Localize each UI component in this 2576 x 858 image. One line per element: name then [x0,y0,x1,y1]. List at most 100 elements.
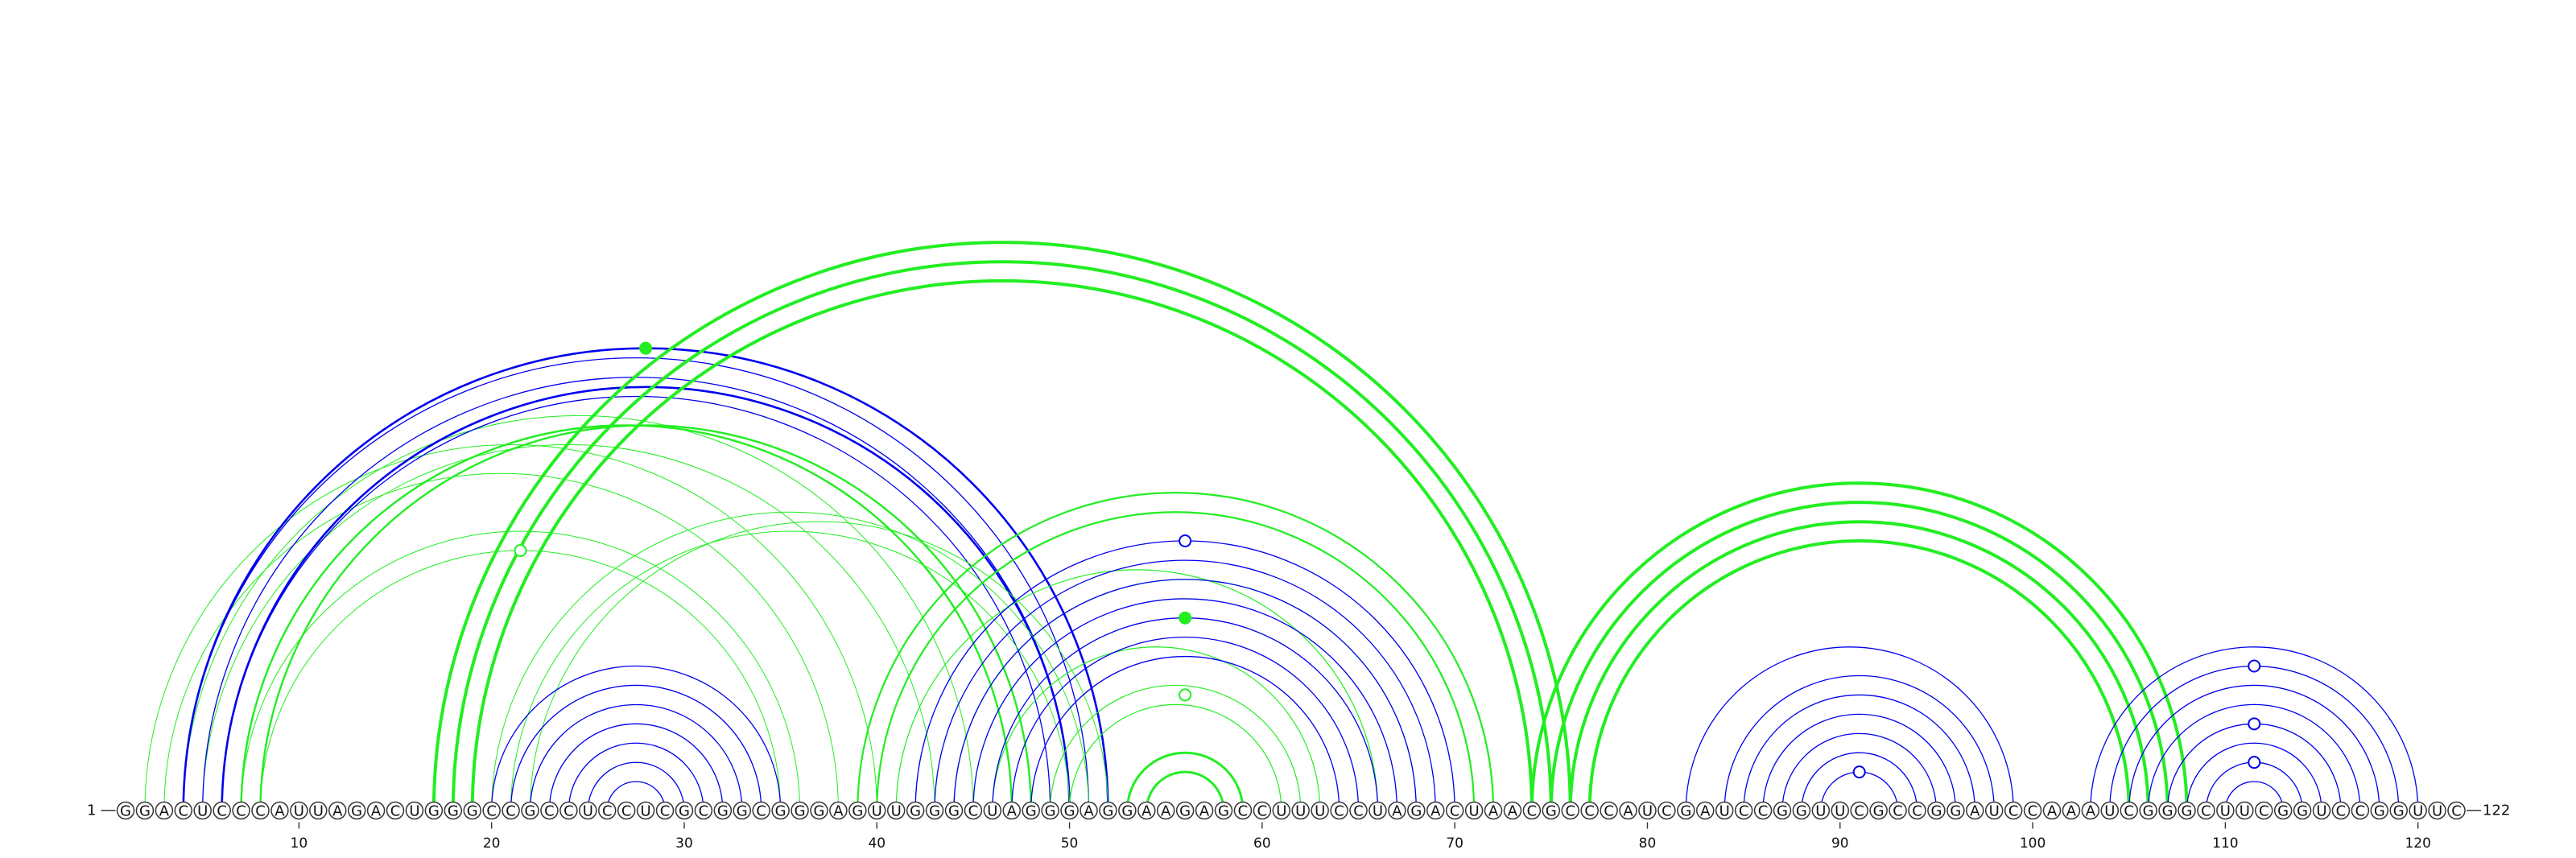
nucleotide-letter: A [2047,803,2058,820]
nucleotide-6: C [213,801,231,820]
nucleotide-letter: G [717,803,729,820]
nucleotide-10: U [290,801,308,820]
nucleotide-letter: G [1179,803,1191,820]
nucleotide-117: C [2351,801,2370,820]
nucleotide-letter: U [2220,803,2231,820]
nucleotide-32: G [713,801,733,820]
nucleotide-letter: U [294,803,304,820]
nucleotide-letter: G [1064,803,1075,820]
arc-blue-5-50 [202,376,1071,811]
nucleotide-circle [1889,801,1907,820]
nucleotide-circle [1330,801,1348,820]
nucleotide-circle [1253,801,1272,820]
nucleotide-letter: C [2008,803,2019,820]
nucleotide-30: G [675,801,694,820]
nucleotide-circle [328,801,347,820]
nucleotide-circle [1118,801,1137,820]
nucleotide-circle [1503,801,1522,820]
nucleotide-letter: A [2066,803,2077,820]
sequence-backbone: 1 122 [87,802,2510,819]
nucleotide-circle [2370,801,2389,820]
nucleotide-circle [944,801,964,820]
nucleotide-circle [1984,801,2004,820]
nucleotide-letter: G [1930,803,1942,820]
nucleotide-circle [1773,801,1792,820]
nucleotide-49: G [1041,801,1059,820]
nucleotide-43: G [925,801,944,820]
nucleotide-circle [2273,801,2293,820]
nucleotide-circle [2004,801,2023,820]
nucleotide-79: A [1619,801,1637,820]
nucleotide-57: A [1195,801,1214,820]
nucleotide-letter: C [179,803,189,820]
nucleotide-circle [2235,801,2254,820]
nucleotide-letter: C [2028,803,2038,820]
arc-blue-103-120 [2090,646,2419,811]
nucleotide-letter: A [1430,803,1441,820]
arc-green-46-63 [992,646,1321,811]
nucleotide-letter: C [2336,803,2347,820]
nucleotide-letter: G [2374,803,2385,820]
nucleotide-14: A [366,801,386,820]
arc-blue-106-117 [2148,703,2361,811]
arc-blue-86-96 [1762,713,1956,811]
nucleotide-circle [559,801,578,820]
nucleotide-98: U [1984,801,2004,820]
nucleotide-letter: G [1796,803,1807,820]
arc-blue-108-115 [2186,742,2322,811]
nucleotide-12: A [328,801,347,820]
nucleotide-circle [713,801,733,820]
tick-label-40: 40 [868,835,886,852]
nucleotide-letter: C [2201,803,2211,820]
nucleotide-letter: G [1680,803,1691,820]
arc-green-21-50 [510,530,1071,811]
nucleotide-letter: U [197,803,208,820]
nucleotide-circle [502,801,520,820]
nucleotide-circle [1156,801,1175,820]
nucleotide-26: C [598,801,617,820]
nucleotide-71: U [1464,801,1484,820]
nucleotide-letter: A [1970,803,1980,820]
nucleotide-circle [2081,801,2100,820]
arc-green-39-72 [857,492,1495,811]
marker-blue-open-109-114 [2248,756,2261,769]
nucleotide-circle [135,801,155,820]
tick-label-100: 100 [2020,835,2046,852]
nucleotide-104: U [2100,801,2120,820]
nucleotide-102: A [2062,801,2081,820]
nucleotide-circle [1080,801,1098,820]
nucleotide-circle [2139,801,2157,820]
nucleotide-circle [868,801,886,820]
nucleotide-11: U [309,801,328,820]
nucleotide-letter: A [1488,803,1499,820]
nucleotide-letter: G [448,803,459,820]
nucleotide-circle [174,801,193,820]
nucleotide-circle [309,801,328,820]
nucleotide-circle [2197,801,2215,820]
nucleotide-76: C [1561,801,1579,820]
arc-blue-22-33 [529,703,743,811]
nucleotide-circle [2178,801,2196,820]
nucleotide-circle [1831,801,1850,820]
nucleotide-118: G [2370,801,2389,820]
nucleotide-circle [752,801,770,820]
nucleotide-circle [213,801,231,820]
nucleotide-113: G [2273,801,2293,820]
nucleotide-letter: U [1835,803,1845,820]
nucleotide-23: C [540,801,559,820]
nucleotide-circle [1715,801,1734,820]
nucleotide-20: C [482,801,501,820]
nucleotide-circle [193,801,212,820]
nucleotide-letter: U [1989,803,2000,820]
nucleotide-50: G [1060,801,1079,820]
nucleotide-74: C [1522,801,1542,820]
nucleotide-circle [1657,801,1676,820]
nucleotide-circle [1175,801,1195,820]
arc-markers [514,341,2261,779]
nucleotide-letter: C [236,803,246,820]
nucleotide-circle [1811,801,1831,820]
nucleotide-circle [1966,801,1984,820]
nucleotide-letter: C [255,803,266,820]
nucleotide-letter: G [910,803,921,820]
